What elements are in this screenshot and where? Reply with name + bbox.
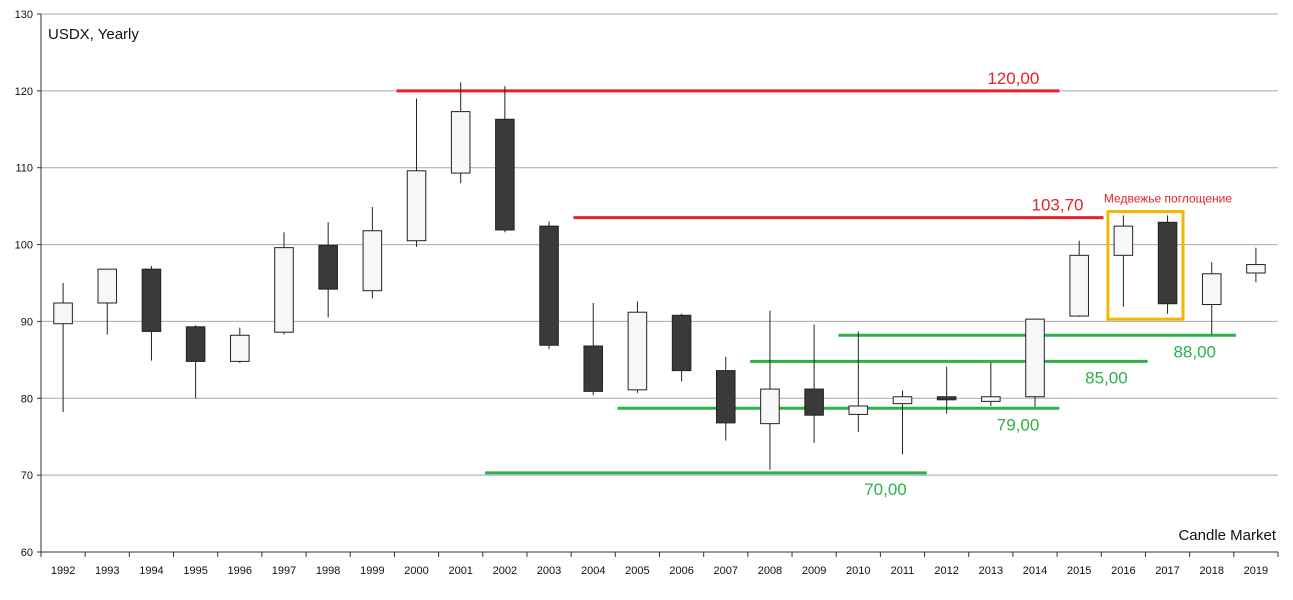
x-tick-label: 1993 [95, 565, 119, 577]
x-tick-label: 2008 [758, 565, 782, 577]
y-tick-label: 80 [21, 393, 33, 405]
bullish-candle-body [362, 230, 383, 292]
x-tick-label: 2017 [1155, 565, 1179, 577]
x-tick-label: 1999 [360, 565, 384, 577]
bullish-candle-body [53, 302, 73, 325]
pattern-annotation: Медвежье поглощение [1104, 192, 1232, 321]
bullish-candle-body [892, 396, 913, 405]
bullish-candle-body [981, 396, 1001, 402]
x-tick-label: 2005 [625, 565, 649, 577]
y-tick-label: 130 [15, 9, 33, 21]
bullish-candle-body [1113, 225, 1134, 256]
bearish-candle-body [539, 225, 559, 346]
x-tick-label: 2002 [493, 565, 517, 577]
bullish-candle-body [627, 311, 648, 391]
bearish-candle-body [495, 118, 515, 231]
bearish-candle-body [671, 314, 692, 372]
bullish-candle-body [760, 388, 780, 425]
watermark: Candle Market [1178, 527, 1276, 544]
x-tick-label: 1995 [183, 565, 207, 577]
bearish-candle-body [318, 244, 338, 290]
candles [53, 82, 1266, 470]
bullish-candle-body [274, 247, 294, 333]
y-tick-label: 110 [15, 163, 33, 175]
x-tick-label: 2010 [846, 565, 870, 577]
bullish-candle-body [848, 405, 869, 415]
y-tick-label: 120 [15, 86, 33, 98]
x-tick-label: 2007 [714, 565, 738, 577]
x-tick-label: 1998 [316, 565, 340, 577]
x-tick-label: 2003 [537, 565, 561, 577]
bearish-candle-body [1157, 221, 1178, 305]
x-tick-label: 2009 [802, 565, 826, 577]
support-level-label: 88,00 [1173, 342, 1216, 361]
x-tick-label: 2018 [1199, 565, 1223, 577]
bearish-candle-body [936, 396, 957, 401]
bullish-candle-body [406, 170, 427, 242]
support-level-label: 70,00 [864, 480, 907, 499]
x-axis: 1992 1993 1994 1995 1996 1997 1998 1999 2000 2001… [40, 551, 1279, 577]
bullish-candle-body [450, 111, 471, 174]
pattern-label: Медвежье поглощение [1104, 192, 1232, 206]
bullish-candle-body [1069, 254, 1089, 317]
x-tick-label: 2001 [448, 565, 472, 577]
x-tick-label: 2000 [404, 565, 428, 577]
bearish-candle-body [185, 326, 206, 362]
x-tick-label: 1992 [51, 565, 75, 577]
x-tick-label: 2014 [1023, 565, 1047, 577]
bullish-candle-body [1201, 273, 1222, 306]
x-tick-label: 2006 [669, 565, 693, 577]
y-tick-label: 100 [15, 240, 33, 252]
y-tick-label: 70 [21, 470, 33, 482]
x-tick-label: 2016 [1111, 565, 1135, 577]
bearish-candle-body [583, 345, 604, 392]
highlight-box [1106, 210, 1185, 321]
bearish-candle-body [141, 268, 162, 332]
x-tick-label: 2013 [979, 565, 1003, 577]
y-tick-label: 90 [21, 316, 33, 328]
x-tick-label: 1994 [139, 565, 163, 577]
x-tick-label: 2012 [934, 565, 958, 577]
bearish-candle-body [715, 370, 736, 424]
bullish-candle-body [1025, 318, 1045, 398]
bearish-candle-body [804, 388, 824, 416]
x-tick-label: 2011 [891, 565, 915, 577]
x-tick-label: 2019 [1244, 565, 1268, 577]
y-axis: 60 70 80 90 100 110 120 130 [15, 9, 42, 559]
x-tick-label: 1996 [228, 565, 252, 577]
bullish-candle-body [1246, 264, 1266, 274]
x-tick-label: 1997 [272, 565, 296, 577]
x-tick-label: 2004 [581, 565, 605, 577]
resistance-level-label: 103,70 [1031, 196, 1083, 215]
x-tick-label: 2015 [1067, 565, 1091, 577]
support-level-label: 79,00 [997, 415, 1040, 434]
resistance-level-label: 120,00 [987, 69, 1039, 88]
chart-title: USDX, Yearly [48, 26, 139, 43]
bullish-candle-body [230, 334, 250, 362]
bullish-candle-body [97, 268, 118, 304]
y-tick-label: 60 [21, 547, 33, 559]
support-level-label: 85,00 [1085, 368, 1128, 387]
